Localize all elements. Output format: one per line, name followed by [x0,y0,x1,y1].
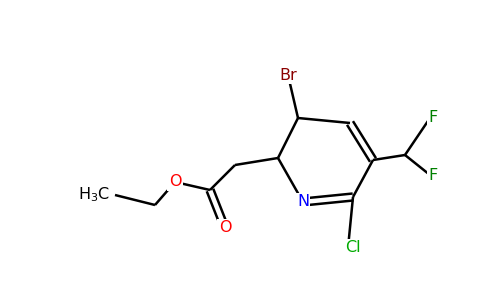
Text: F: F [428,167,437,182]
Text: O: O [169,175,181,190]
Text: Br: Br [279,68,297,82]
Text: H$_3$C: H$_3$C [78,186,110,204]
Text: N: N [297,194,309,209]
Text: F: F [428,110,437,125]
Text: O: O [219,220,231,236]
Text: Cl: Cl [345,241,361,256]
